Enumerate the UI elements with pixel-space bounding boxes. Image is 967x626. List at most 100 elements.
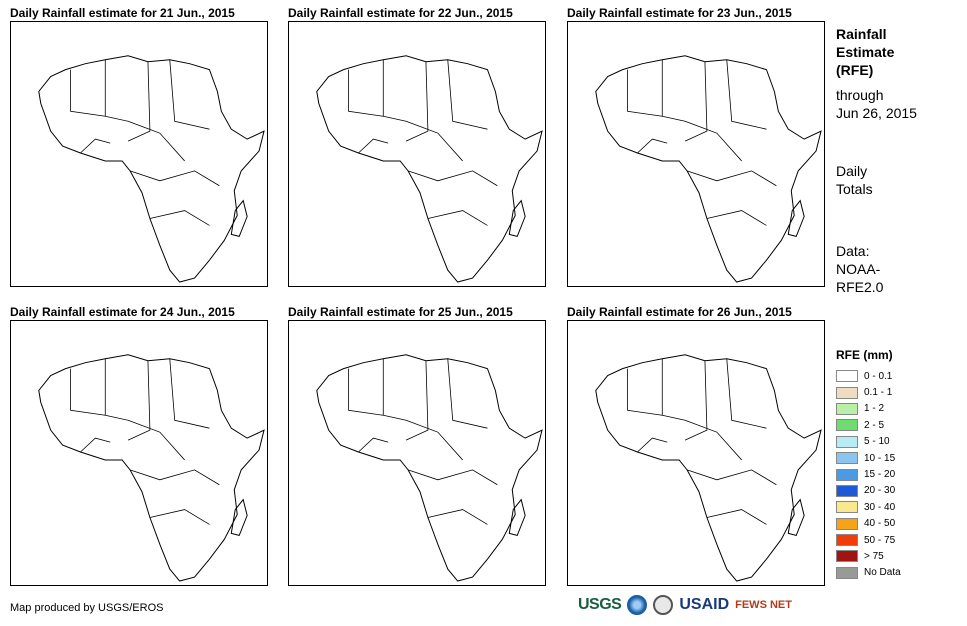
country-border: [727, 359, 767, 428]
africa-coastline: [39, 355, 264, 581]
legend-label: 20 - 30: [864, 485, 895, 496]
legend-item: 30 - 40: [836, 499, 901, 515]
country-border: [408, 171, 497, 186]
panel-title: Daily Rainfall estimate for 23 Jun., 201…: [567, 6, 792, 20]
country-border: [406, 121, 463, 161]
country-border: [448, 60, 488, 129]
legend-label: 0 - 0.1: [864, 371, 892, 382]
legend-item: > 75: [836, 548, 901, 564]
madagascar-outline: [509, 500, 525, 536]
madagascar-outline: [231, 500, 247, 536]
country-border: [428, 211, 488, 226]
panel-title: Daily Rainfall estimate for 24 Jun., 201…: [10, 305, 235, 319]
legend-swatch: [836, 567, 858, 579]
sidebar-data-source: Data: NOAA- RFE2.0: [836, 242, 883, 296]
legend-label: 1 - 2: [864, 403, 884, 414]
country-border: [685, 121, 742, 161]
legend-label: 15 - 20: [864, 469, 895, 480]
map-credit: Map produced by USGS/EROS: [10, 602, 163, 614]
africa-coastline: [596, 355, 821, 581]
country-border: [428, 510, 488, 525]
country-border: [408, 470, 497, 485]
sidebar-daily: Daily Totals: [836, 162, 873, 198]
noaa-logo-icon: [627, 595, 647, 615]
heading-line: (RFE): [836, 61, 894, 79]
country-border: [150, 211, 210, 226]
legend-item: 50 - 75: [836, 532, 901, 548]
africa-map: [567, 320, 825, 586]
africa-coastline: [317, 56, 542, 282]
panel-title: Daily Rainfall estimate for 25 Jun., 201…: [288, 305, 513, 319]
africa-map: [10, 320, 268, 586]
country-border: [687, 470, 776, 485]
legend-label: 10 - 15: [864, 453, 895, 464]
legend-swatch: [836, 485, 858, 497]
legend-swatch: [836, 419, 858, 431]
legend-swatch: [836, 501, 858, 513]
africa-coastline: [39, 56, 264, 282]
legend: RFE (mm) 0 - 0.1 0.1 - 1 1 - 2 2 - 5 5 - 10 1…: [836, 348, 901, 581]
legend-item: 1 - 2: [836, 401, 901, 417]
usaid-seal-icon: [653, 595, 673, 615]
legend-item: 10 - 15: [836, 450, 901, 466]
madagascar-outline: [231, 201, 247, 237]
legend-label: 30 - 40: [864, 502, 895, 513]
legend-item: 20 - 30: [836, 483, 901, 499]
legend-label: No Data: [864, 567, 901, 578]
country-border: [628, 70, 686, 122]
data-line: RFE2.0: [836, 278, 883, 296]
logo-strip: USGS USAID FEWS NET: [578, 595, 798, 615]
madagascar-outline: [509, 201, 525, 237]
legend-label: > 75: [864, 551, 884, 562]
legend-item: 5 - 10: [836, 434, 901, 450]
country-border: [128, 420, 185, 460]
sidebar-through: through Jun 26, 2015: [836, 86, 917, 122]
legend-swatch: [836, 469, 858, 481]
panel-title: Daily Rainfall estimate for 22 Jun., 201…: [288, 6, 513, 20]
country-border: [707, 211, 767, 226]
madagascar-outline: [788, 500, 804, 536]
legend-item: 0.1 - 1: [836, 384, 901, 400]
daily-line: Daily: [836, 162, 873, 180]
country-border: [80, 438, 110, 452]
heading-line: Rainfall: [836, 25, 894, 43]
africa-coastline: [596, 56, 821, 282]
fews-net-logo: FEWS NET: [735, 599, 792, 611]
legend-title: RFE (mm): [836, 348, 901, 362]
madagascar-outline: [788, 201, 804, 237]
country-border: [358, 438, 388, 452]
legend-label: 50 - 75: [864, 535, 895, 546]
legend-label: 2 - 5: [864, 420, 884, 431]
country-border: [130, 171, 219, 186]
legend-item: 15 - 20: [836, 466, 901, 482]
legend-rows: 0 - 0.1 0.1 - 1 1 - 2 2 - 5 5 - 10 10 - 15 15 …: [836, 368, 901, 581]
country-border: [727, 60, 767, 129]
legend-swatch: [836, 452, 858, 464]
legend-swatch: [836, 370, 858, 382]
country-border: [349, 369, 407, 421]
through-date: Jun 26, 2015: [836, 104, 917, 122]
country-border: [170, 359, 210, 428]
legend-item: 2 - 5: [836, 417, 901, 433]
country-border: [685, 361, 707, 440]
panel-title: Daily Rainfall estimate for 26 Jun., 201…: [567, 305, 792, 319]
africa-coastline: [317, 355, 542, 581]
daily-line: Totals: [836, 180, 873, 198]
legend-label: 40 - 50: [864, 518, 895, 529]
data-line: NOAA-: [836, 260, 883, 278]
country-border: [71, 369, 129, 421]
country-border: [406, 361, 428, 440]
country-border: [707, 510, 767, 525]
country-border: [406, 62, 428, 141]
country-border: [358, 139, 388, 153]
country-border: [628, 369, 686, 421]
country-border: [685, 62, 707, 141]
panel-title: Daily Rainfall estimate for 21 Jun., 201…: [10, 6, 235, 20]
africa-map: [288, 320, 546, 586]
country-border: [128, 361, 150, 440]
africa-map: [288, 21, 546, 287]
legend-swatch: [836, 403, 858, 415]
country-border: [637, 438, 667, 452]
legend-swatch: [836, 534, 858, 546]
africa-map: [10, 21, 268, 287]
